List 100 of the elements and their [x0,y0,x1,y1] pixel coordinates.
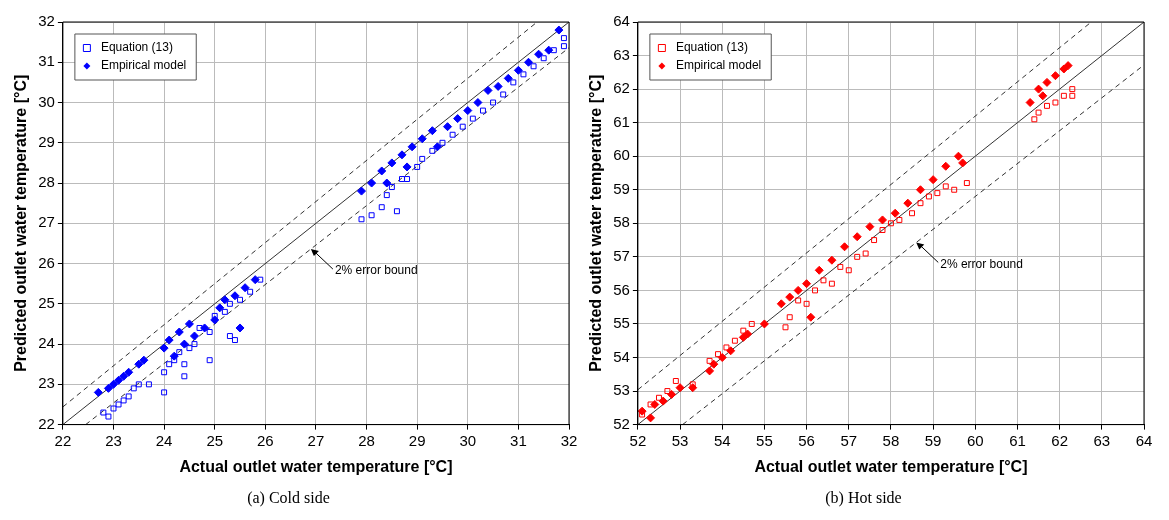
point [130,385,137,392]
point [235,323,245,333]
point [414,163,421,170]
point [520,71,527,78]
point [1044,102,1050,109]
point [540,55,547,62]
x-tick-label: 56 [798,431,815,449]
point [189,331,199,341]
point [503,73,513,83]
point [1042,77,1052,87]
point [382,178,392,188]
point [887,220,894,227]
point [226,333,233,339]
point [479,107,486,114]
point [854,253,861,260]
y-tick-label: 28 [38,173,55,191]
point [404,176,411,182]
point [186,345,193,352]
point [852,232,862,242]
point [427,126,437,136]
legend-label: Empirical model [100,58,187,73]
point [174,327,184,337]
point [963,180,970,187]
point [862,250,869,257]
point [100,409,107,416]
point [705,366,715,376]
point [530,63,537,70]
x-tick-label: 28 [358,431,375,449]
y-tick-label: 24 [38,334,55,352]
point [1060,92,1067,99]
point [820,277,827,284]
point [793,285,803,295]
x-tick-label: 32 [560,431,578,449]
point [672,378,679,384]
x-tick-label: 60 [966,431,984,449]
point [544,45,554,55]
x-tick-label: 27 [307,431,325,449]
point [240,283,250,293]
point [109,379,118,389]
point [879,227,886,233]
point [230,291,240,301]
point [397,150,407,160]
point [483,85,493,95]
text: (b) Hot side [825,488,902,507]
point [159,343,169,353]
y-tick-label: 27 [38,213,55,231]
point [378,204,385,211]
point [161,369,168,376]
point [250,275,260,285]
point [429,147,436,154]
point [776,299,786,309]
legend-label: Empirical model [675,58,762,73]
point [915,185,925,195]
y-tick-label: 63 [613,45,630,63]
y-tick-label: 22 [38,414,55,432]
point [803,300,810,307]
point [731,337,738,344]
point [715,351,721,358]
point [399,176,405,182]
y-tick-label: 30 [38,92,55,110]
point [840,242,850,252]
x-tick-label: 30 [459,431,477,449]
y-tick-label: 23 [38,374,55,392]
y-tick-label: 52 [613,414,630,432]
point [845,267,852,274]
y-tick-label: 55 [613,314,630,332]
point [958,158,968,168]
point [1063,61,1073,71]
annotation: 2% error bound [334,263,418,278]
point [806,312,816,322]
point [124,367,134,377]
x-tick-label: 59 [924,431,942,449]
point [220,295,230,305]
point [134,359,144,369]
y-tick-label: 64 [613,12,630,30]
y-tick-label: 29 [38,132,55,150]
point [449,131,456,138]
point [534,49,544,59]
point [377,166,387,176]
y-tick-label: 59 [613,179,630,197]
x-tick-label: 22 [54,431,72,449]
point [367,178,377,188]
point [115,401,122,408]
point [1069,92,1076,99]
point [896,216,903,223]
point [226,300,233,307]
x-tick-label: 24 [155,431,173,449]
point [176,349,183,356]
point [827,255,837,265]
point [865,222,875,232]
point [211,312,218,319]
point [469,115,476,122]
y-tick-label: 32 [38,12,55,30]
point [1035,109,1042,116]
point [500,91,507,98]
point [490,99,497,106]
point [459,123,466,130]
x-tick-label: 62 [1051,431,1068,449]
point [179,339,189,349]
point [402,162,412,172]
